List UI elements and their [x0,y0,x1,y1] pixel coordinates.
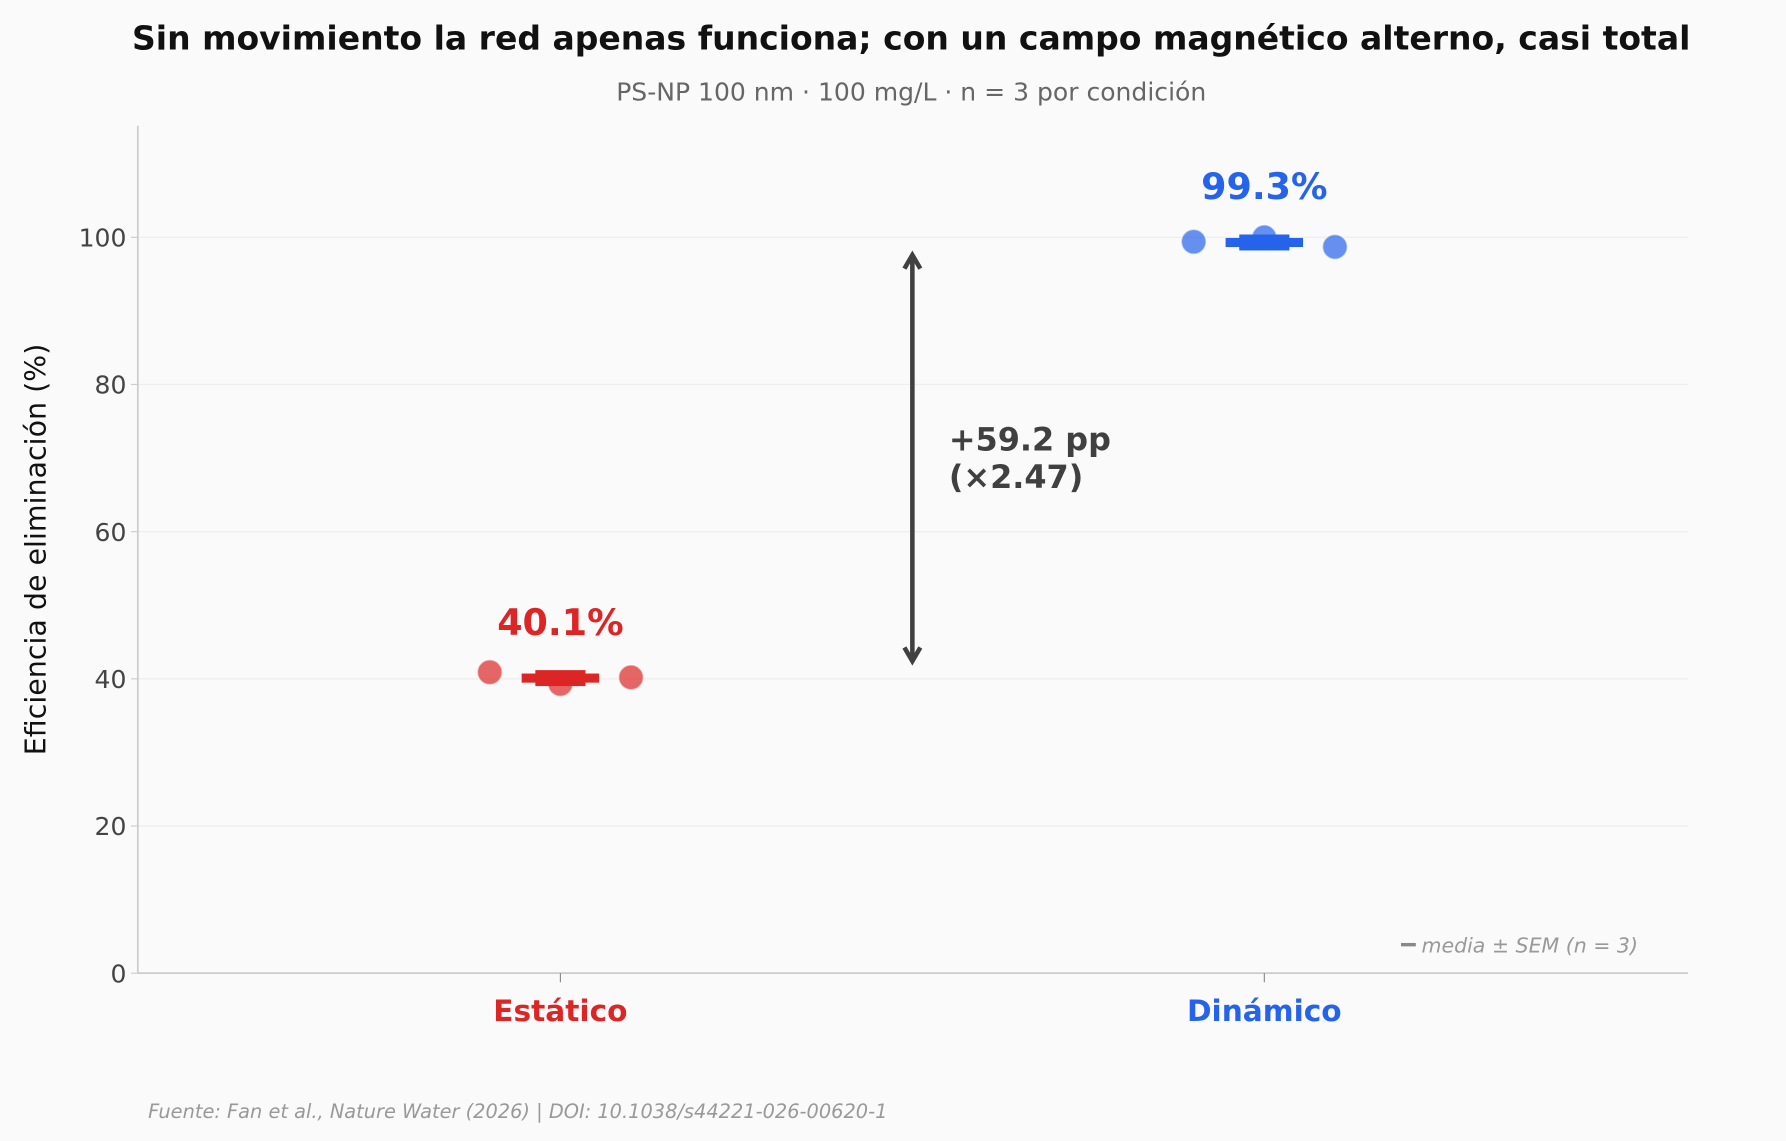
legend-text: media ± SEM (n = 3) [1422,934,1638,958]
difference-label: +59.2 pp [949,420,1111,458]
x-tick-label: Dinámico [1187,994,1342,1028]
chart-title: Sin movimiento la red apenas funciona; c… [132,18,1690,57]
y-tick-label: 0 [110,959,126,988]
data-point [1321,233,1349,261]
chart-subtitle: PS-NP 100 nm · 100 mg/L · n = 3 por cond… [616,78,1206,107]
ratio-label: (×2.47) [949,458,1084,496]
source-note: Fuente: Fan et al., Nature Water (2026) … [148,1100,887,1123]
y-tick-label: 60 [95,518,127,547]
y-tick-label: 40 [95,665,127,694]
legend: media ± SEM (n = 3) [1401,934,1638,958]
x-tick-label: Estático [493,994,627,1028]
mean-label: 99.3% [1201,165,1327,208]
data-point [1180,228,1208,256]
arrow-head-bottom [902,646,923,666]
y-tick-label: 80 [95,371,127,400]
y-tick-label: 100 [79,223,127,252]
data-point [617,663,645,691]
mean-label: 40.1% [497,601,623,644]
sem-bar [1239,234,1290,251]
sem-bar [535,670,586,687]
y-tick-label: 20 [95,812,127,841]
data-point [476,658,504,686]
arrow-head-top [902,250,923,270]
y-axis-label: Eficiencia de eliminación (%) [20,344,53,756]
